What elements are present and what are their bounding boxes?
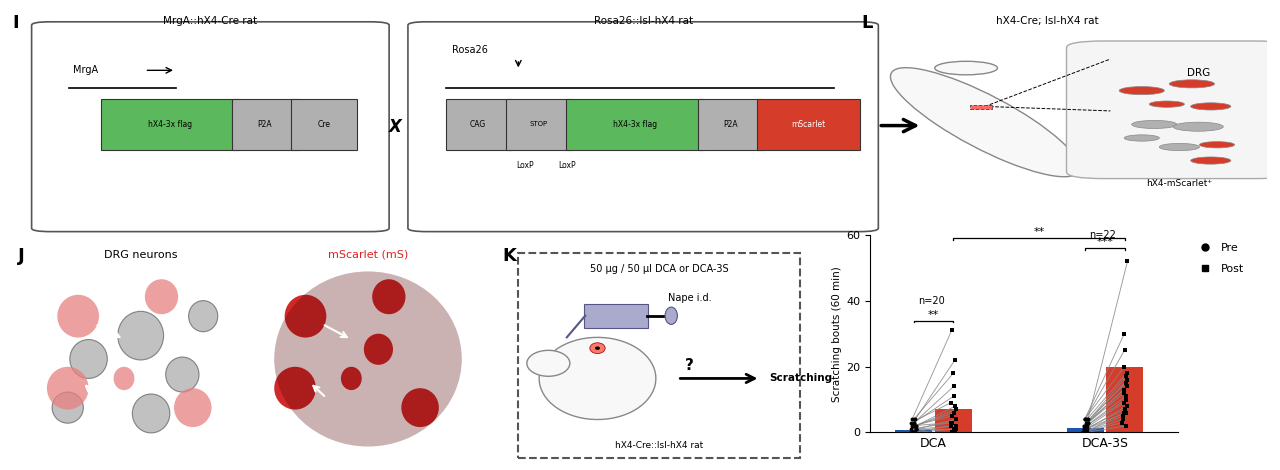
Bar: [970, 105, 992, 109]
FancyBboxPatch shape: [101, 99, 238, 150]
FancyBboxPatch shape: [408, 22, 878, 232]
Text: ***: ***: [1097, 237, 1114, 247]
Bar: [1066, 429, 1103, 432]
Text: Cre: Cre: [317, 120, 330, 129]
FancyBboxPatch shape: [517, 253, 800, 458]
Y-axis label: Scratching bouts (60 min): Scratching bouts (60 min): [832, 266, 842, 401]
Ellipse shape: [527, 350, 570, 376]
Text: Rosa26::lsl-hX4 rat: Rosa26::lsl-hX4 rat: [594, 16, 694, 26]
Ellipse shape: [934, 61, 997, 75]
Text: MrgA: MrgA: [73, 65, 99, 75]
Text: MrgA::hX4-Cre rat: MrgA::hX4-Cre rat: [163, 16, 257, 26]
FancyBboxPatch shape: [233, 99, 297, 150]
FancyBboxPatch shape: [566, 99, 704, 150]
Text: Nape i.d.: Nape i.d.: [668, 293, 712, 304]
Circle shape: [1199, 141, 1235, 148]
Circle shape: [1124, 135, 1160, 141]
FancyBboxPatch shape: [32, 22, 389, 232]
Legend: Pre, Post: Pre, Post: [1189, 239, 1248, 279]
Text: LoxP: LoxP: [516, 161, 534, 170]
Text: hX4-Cre::lsl-hX4 rat: hX4-Cre::lsl-hX4 rat: [614, 441, 703, 450]
Text: I: I: [13, 14, 19, 32]
Circle shape: [1132, 120, 1176, 128]
FancyBboxPatch shape: [292, 99, 357, 150]
Circle shape: [595, 346, 600, 350]
Ellipse shape: [666, 307, 677, 324]
Circle shape: [1190, 103, 1231, 110]
Text: 50 μg / 50 μl DCA or DCA-3S: 50 μg / 50 μl DCA or DCA-3S: [590, 264, 728, 274]
Bar: [896, 430, 932, 432]
Circle shape: [1149, 101, 1184, 107]
Text: n=22: n=22: [1089, 230, 1116, 240]
Circle shape: [1119, 86, 1165, 94]
Text: Scratching: Scratching: [769, 374, 833, 384]
Circle shape: [590, 343, 605, 353]
Text: **: **: [1033, 227, 1044, 237]
Text: hX4-Cre; lsl-hX4 rat: hX4-Cre; lsl-hX4 rat: [996, 16, 1100, 26]
Text: n=20: n=20: [918, 296, 945, 306]
Text: Rosa26: Rosa26: [452, 45, 488, 55]
Text: **: **: [928, 310, 940, 320]
Text: hX4-3x flag: hX4-3x flag: [613, 120, 657, 129]
Text: LoxP: LoxP: [558, 161, 576, 170]
Text: STOP: STOP: [530, 121, 548, 127]
FancyBboxPatch shape: [584, 304, 648, 328]
FancyBboxPatch shape: [445, 99, 511, 150]
FancyBboxPatch shape: [756, 99, 860, 150]
FancyBboxPatch shape: [1066, 41, 1280, 179]
Ellipse shape: [891, 68, 1079, 177]
Text: hX4-3x flag: hX4-3x flag: [147, 120, 192, 129]
Text: P2A: P2A: [257, 120, 273, 129]
Text: mScarlet: mScarlet: [791, 120, 826, 129]
Circle shape: [1190, 157, 1231, 164]
Text: L: L: [861, 14, 873, 32]
FancyBboxPatch shape: [506, 99, 571, 150]
Text: J: J: [18, 247, 24, 265]
Text: DRG: DRG: [1187, 68, 1210, 78]
Text: hX4-mScarlet⁺: hX4-mScarlet⁺: [1147, 179, 1212, 188]
Ellipse shape: [539, 337, 655, 420]
Text: K: K: [502, 247, 516, 265]
Text: CAG: CAG: [470, 120, 486, 129]
Circle shape: [1174, 122, 1224, 131]
Bar: [1106, 367, 1143, 432]
Circle shape: [1170, 80, 1215, 88]
Circle shape: [1160, 143, 1199, 150]
Bar: [934, 409, 972, 432]
Text: X: X: [389, 118, 402, 136]
FancyBboxPatch shape: [698, 99, 763, 150]
Text: ?: ?: [685, 358, 694, 373]
Text: P2A: P2A: [723, 120, 737, 129]
